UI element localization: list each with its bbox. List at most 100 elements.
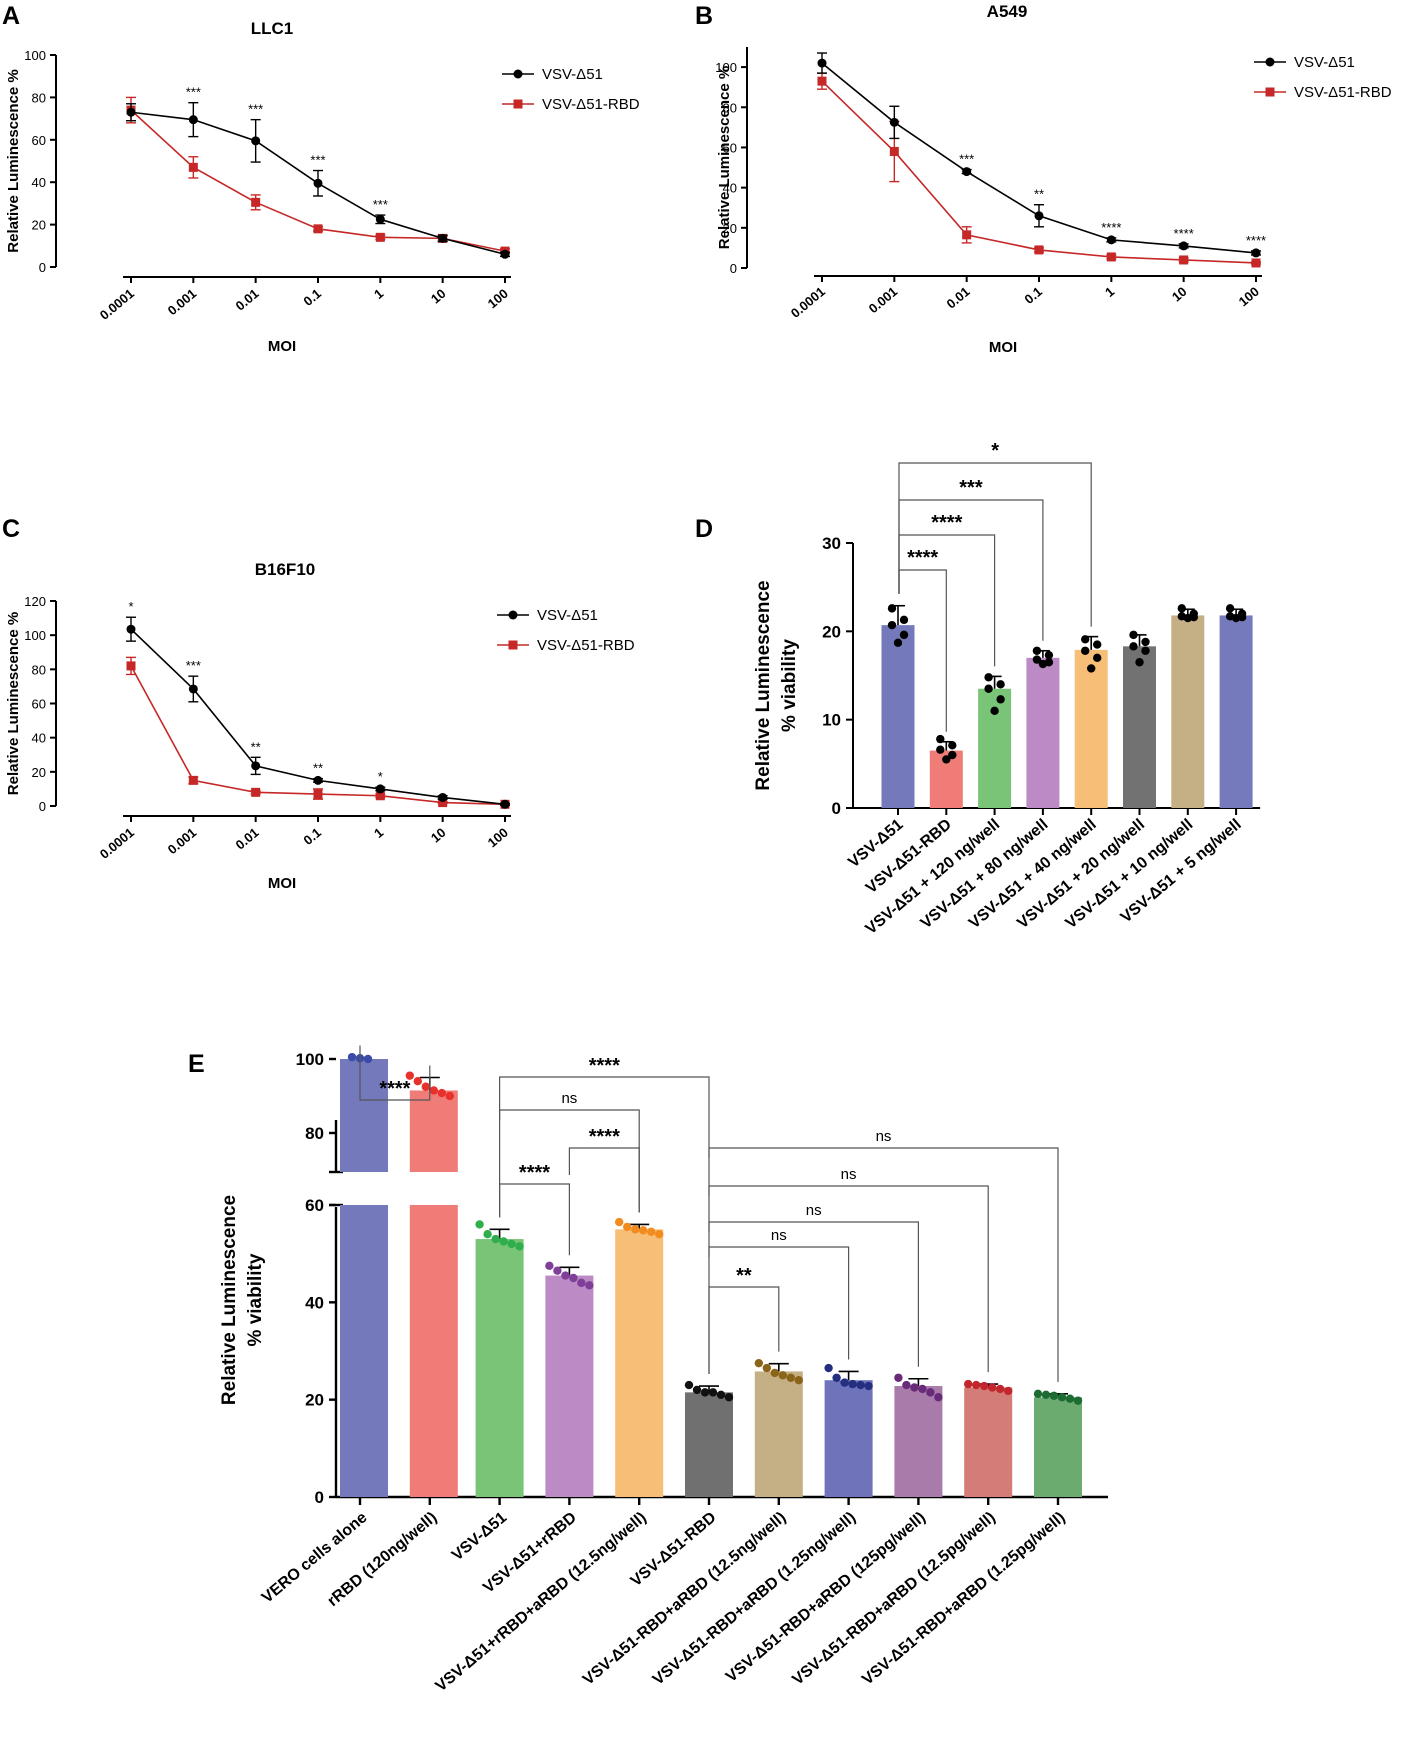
data-point [1041, 1390, 1051, 1400]
panel-letter: B [695, 2, 713, 30]
panel-c-b16f10-chart: C B16F10 0 20 40 60 80 100 120 0.0001 0.001 0.01 0.1… [2, 515, 635, 892]
data-point [902, 1380, 911, 1390]
x-tick-label: 1 [371, 286, 386, 302]
data-point [1183, 613, 1193, 623]
data-point [251, 761, 261, 771]
significance-label: *** [959, 152, 974, 167]
data-point [990, 706, 999, 716]
panel-d-bar-chart: D 0 10 20 30 Relative Luminescence% viability… [695, 440, 1261, 938]
data-point [421, 1082, 430, 1091]
significance-label: * [378, 769, 383, 784]
legend-marker [513, 99, 523, 109]
comparison-bracket [708, 1286, 780, 1375]
significance-label: *** [373, 197, 388, 212]
legend-marker [1265, 57, 1275, 67]
y-tick-label: 20 [32, 765, 46, 780]
y-tick-label: 80 [305, 1124, 324, 1143]
data-point [996, 680, 1005, 689]
data-point [569, 1273, 578, 1283]
data-point [585, 1281, 594, 1290]
bar [824, 1380, 873, 1497]
data-point [483, 1230, 492, 1239]
legend-marker [508, 610, 518, 620]
x-tick-label: 10 [428, 825, 449, 846]
significance-label: ** [1034, 187, 1044, 202]
y-tick-label: 60 [32, 133, 46, 148]
x-axis-title: MOI [268, 338, 296, 355]
x-tick-label: 1 [1102, 284, 1117, 300]
data-point [832, 1373, 841, 1382]
x-tick-label: 0.0001 [788, 284, 828, 321]
y-tick-label: 20 [305, 1391, 324, 1410]
data-point [864, 1381, 873, 1391]
significance-label: **** [379, 1078, 410, 1100]
y-tick-label: 60 [32, 697, 46, 712]
data-point [631, 1225, 640, 1234]
chart-title: B16F10 [255, 560, 315, 579]
bar [685, 1392, 733, 1497]
data-point [894, 1373, 903, 1382]
comparison-bracket [499, 1109, 640, 1218]
data-point [762, 1363, 771, 1373]
x-tick-label: 0.1 [1021, 284, 1044, 307]
legend-marker [508, 640, 518, 650]
data-point [347, 1052, 357, 1062]
x-tick-label: 0.0001 [97, 825, 137, 862]
data-point [1225, 604, 1235, 613]
significance-label: *** [186, 658, 201, 673]
significance-label: ** [736, 1265, 752, 1287]
bar [964, 1387, 1013, 1497]
data-point [1106, 235, 1116, 245]
data-point [251, 197, 261, 207]
chart-title: LLC1 [251, 19, 294, 38]
data-point [1177, 604, 1187, 613]
data-point [887, 620, 897, 630]
y-tick-label: 80 [32, 662, 46, 677]
data-point [684, 1380, 694, 1390]
y-tick-label: 40 [723, 181, 737, 196]
bar [1219, 615, 1253, 808]
data-point [429, 1086, 438, 1095]
y-axis-title: Relative Luminescence % [5, 69, 22, 252]
x-tick-label: 0.1 [300, 825, 323, 848]
data-point [1065, 1394, 1075, 1403]
significance-label: ns [561, 1090, 577, 1107]
data-point [988, 1383, 997, 1392]
data-point [1044, 650, 1054, 660]
significance-label: ** [251, 739, 261, 754]
bar-lower-segment [340, 1205, 388, 1497]
chart-title: A549 [987, 2, 1028, 21]
data-point [984, 673, 993, 682]
data-point [889, 146, 899, 156]
data-point [413, 1077, 422, 1086]
y-tick-label: 60 [723, 140, 737, 155]
y-axis-title: Relative Luminescence [753, 580, 774, 790]
data-point [1073, 1396, 1083, 1405]
y-tick-label: 30 [822, 534, 841, 553]
data-point [655, 1230, 664, 1239]
data-point [500, 799, 510, 809]
data-point [817, 58, 827, 68]
data-point [375, 214, 385, 224]
y-axis-title: Relative Luminescence % [716, 66, 733, 249]
data-point [188, 684, 198, 694]
data-point [840, 1378, 849, 1387]
bar [1123, 646, 1156, 808]
data-point [1179, 255, 1189, 265]
data-point [817, 76, 827, 86]
data-point [910, 1383, 919, 1392]
data-point [1032, 646, 1042, 655]
data-point [1033, 1389, 1043, 1399]
bar [754, 1371, 803, 1497]
data-point [786, 1373, 795, 1382]
significance-label: *** [310, 153, 325, 168]
y-axis-title: % viability [245, 1253, 266, 1346]
data-point [778, 1371, 787, 1380]
data-point [948, 741, 957, 750]
data-point [996, 695, 1005, 704]
panel-letter: E [188, 1050, 205, 1078]
y-tick-label: 100 [296, 1050, 324, 1069]
data-point [437, 1088, 446, 1098]
y-tick-label: 40 [305, 1293, 324, 1312]
